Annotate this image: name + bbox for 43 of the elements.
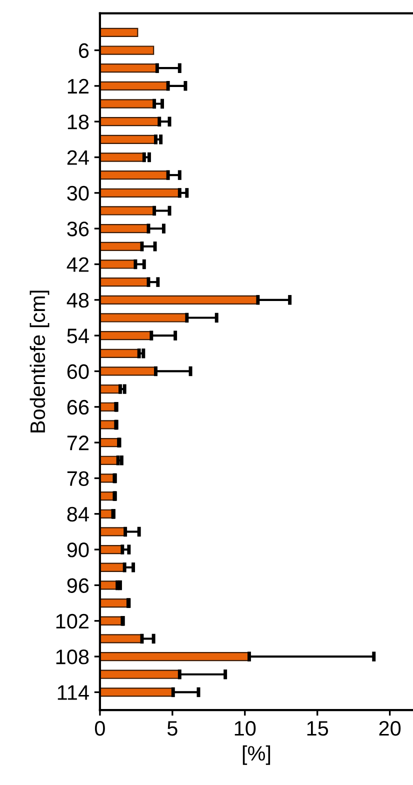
y-tick-label: 96 xyxy=(67,578,89,593)
y-tick-label: 72 xyxy=(67,436,88,450)
bar xyxy=(100,134,156,144)
x-tick-label: 10 xyxy=(234,721,256,736)
bar xyxy=(100,117,160,126)
y-tick-label: 66 xyxy=(67,400,89,415)
bar xyxy=(100,224,150,234)
y-tick-label: 12 xyxy=(68,78,88,94)
y-tick-label: 42 xyxy=(66,257,88,272)
y-tick-label: 24 xyxy=(67,150,89,165)
bar xyxy=(100,313,188,322)
y-tick-label: 108 xyxy=(56,650,89,664)
y-tick-label: 114 xyxy=(58,685,89,700)
y-tick-label: 30 xyxy=(67,186,89,201)
bar xyxy=(100,295,258,304)
y-axis-title: Bodentiefe [cm] xyxy=(30,290,50,432)
y-tick-label: 90 xyxy=(67,542,89,558)
bar xyxy=(100,188,180,198)
y-tick-label: 48 xyxy=(66,292,89,308)
y-tick-label: 6 xyxy=(79,43,89,58)
bar xyxy=(100,28,138,37)
bar xyxy=(100,598,129,608)
bar xyxy=(100,652,250,662)
y-tick-label: 36 xyxy=(67,222,89,236)
y-tick-label: 78 xyxy=(67,471,89,486)
y-tick-label: 60 xyxy=(67,364,89,379)
x-tick-label: 0 xyxy=(94,721,105,736)
y-tick-label: 18 xyxy=(68,114,89,130)
y-tick-label: 54 xyxy=(67,328,89,344)
bar xyxy=(100,331,152,340)
x-tick-label: 15 xyxy=(307,721,328,736)
bar xyxy=(100,206,155,216)
bar xyxy=(100,278,150,287)
bar xyxy=(100,99,155,108)
bar xyxy=(100,170,169,180)
x-tick-label: 5 xyxy=(167,721,178,736)
x-axis-title: [%] xyxy=(242,745,270,765)
y-tick-label: 102 xyxy=(56,614,88,629)
bar xyxy=(100,527,126,536)
bar xyxy=(100,242,143,251)
y-tick-label: 84 xyxy=(67,506,89,522)
x-tick-label: 20 xyxy=(379,721,401,736)
bar xyxy=(100,46,154,55)
